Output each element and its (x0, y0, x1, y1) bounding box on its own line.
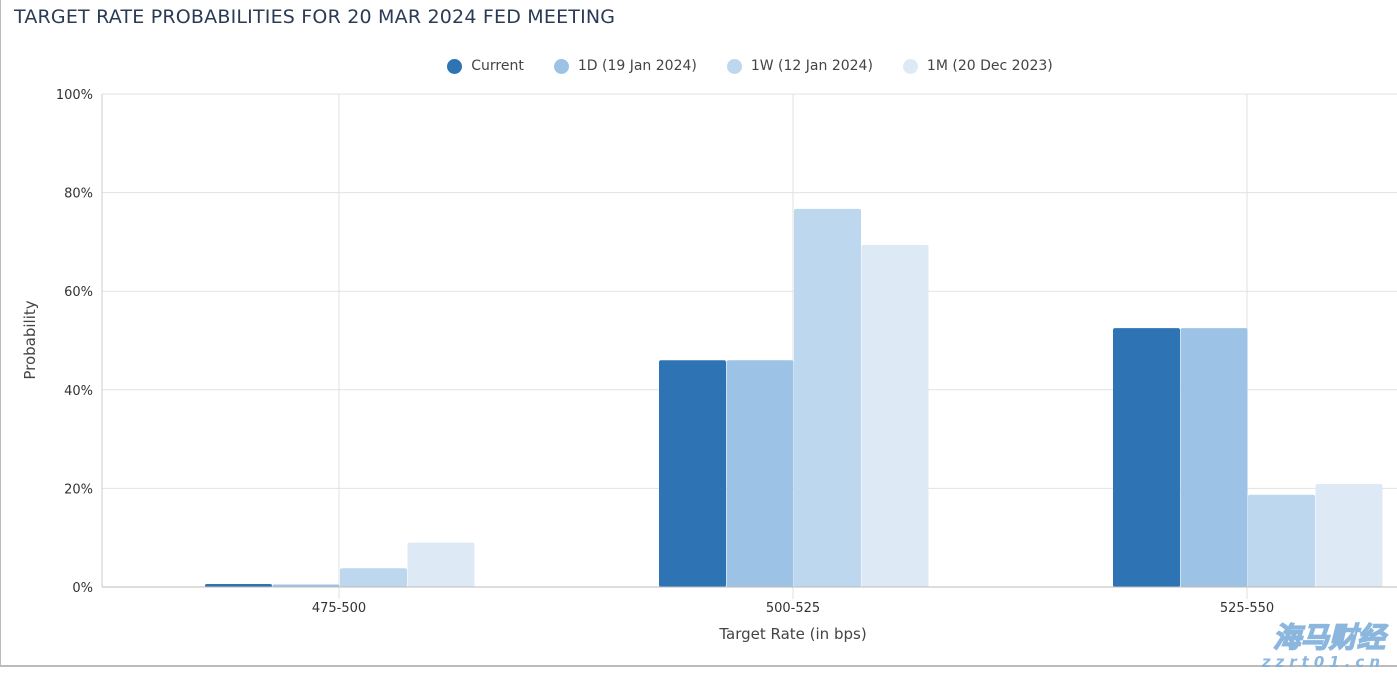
y-tick-label: 100% (56, 88, 93, 103)
chart-title: TARGET RATE PROBABILITIES FOR 20 MAR 202… (14, 6, 616, 28)
legend-item[interactable]: 1W (12 Jan 2024) (726, 58, 873, 74)
bar (272, 584, 340, 587)
bar (1113, 328, 1180, 587)
bar (407, 542, 475, 587)
y-tick-label: 80% (64, 187, 93, 202)
y-tick-label: 60% (64, 285, 93, 300)
watermark-line2: zzrt01.cn (1261, 653, 1385, 671)
x-tick-label: 475-500 (312, 601, 366, 616)
bar (659, 360, 726, 587)
legend-label: 1M (20 Dec 2023) (926, 58, 1053, 74)
legend-marker (447, 58, 463, 74)
bar (205, 584, 272, 587)
legend-item[interactable]: 1M (20 Dec 2023) (902, 58, 1053, 74)
y-axis-title: Probability (21, 300, 39, 379)
bar (1248, 494, 1315, 587)
bar (794, 208, 861, 587)
legend-marker (726, 58, 742, 74)
y-tick-label: 0% (72, 581, 93, 596)
bar (726, 360, 794, 587)
legend-item[interactable]: Current (447, 58, 524, 74)
x-axis-title: Target Rate (in bps) (718, 625, 866, 643)
y-tick-label: 20% (64, 482, 93, 497)
legend-item[interactable]: 1D (19 Jan 2024) (553, 58, 697, 74)
legend-marker (902, 58, 918, 74)
bar (340, 568, 407, 587)
watermark-logo: 海马财经 zzrt01.cn (1261, 621, 1386, 671)
y-tick-label: 40% (64, 384, 93, 399)
legend-label: 1W (12 Jan 2024) (750, 58, 873, 74)
bar (1315, 483, 1383, 587)
legend-label: 1D (19 Jan 2024) (577, 58, 697, 74)
legend-marker (553, 58, 569, 74)
x-tick-label: 500-525 (766, 601, 820, 616)
bar (1180, 328, 1248, 587)
legend: Current 1D (19 Jan 2024) 1W (12 Jan 2024) 1… (0, 58, 1397, 74)
bar (861, 244, 929, 587)
legend-label: Current (471, 58, 524, 74)
x-tick-label: 525-550 (1220, 601, 1274, 616)
watermark-line1: 海马财经 (1272, 621, 1386, 654)
